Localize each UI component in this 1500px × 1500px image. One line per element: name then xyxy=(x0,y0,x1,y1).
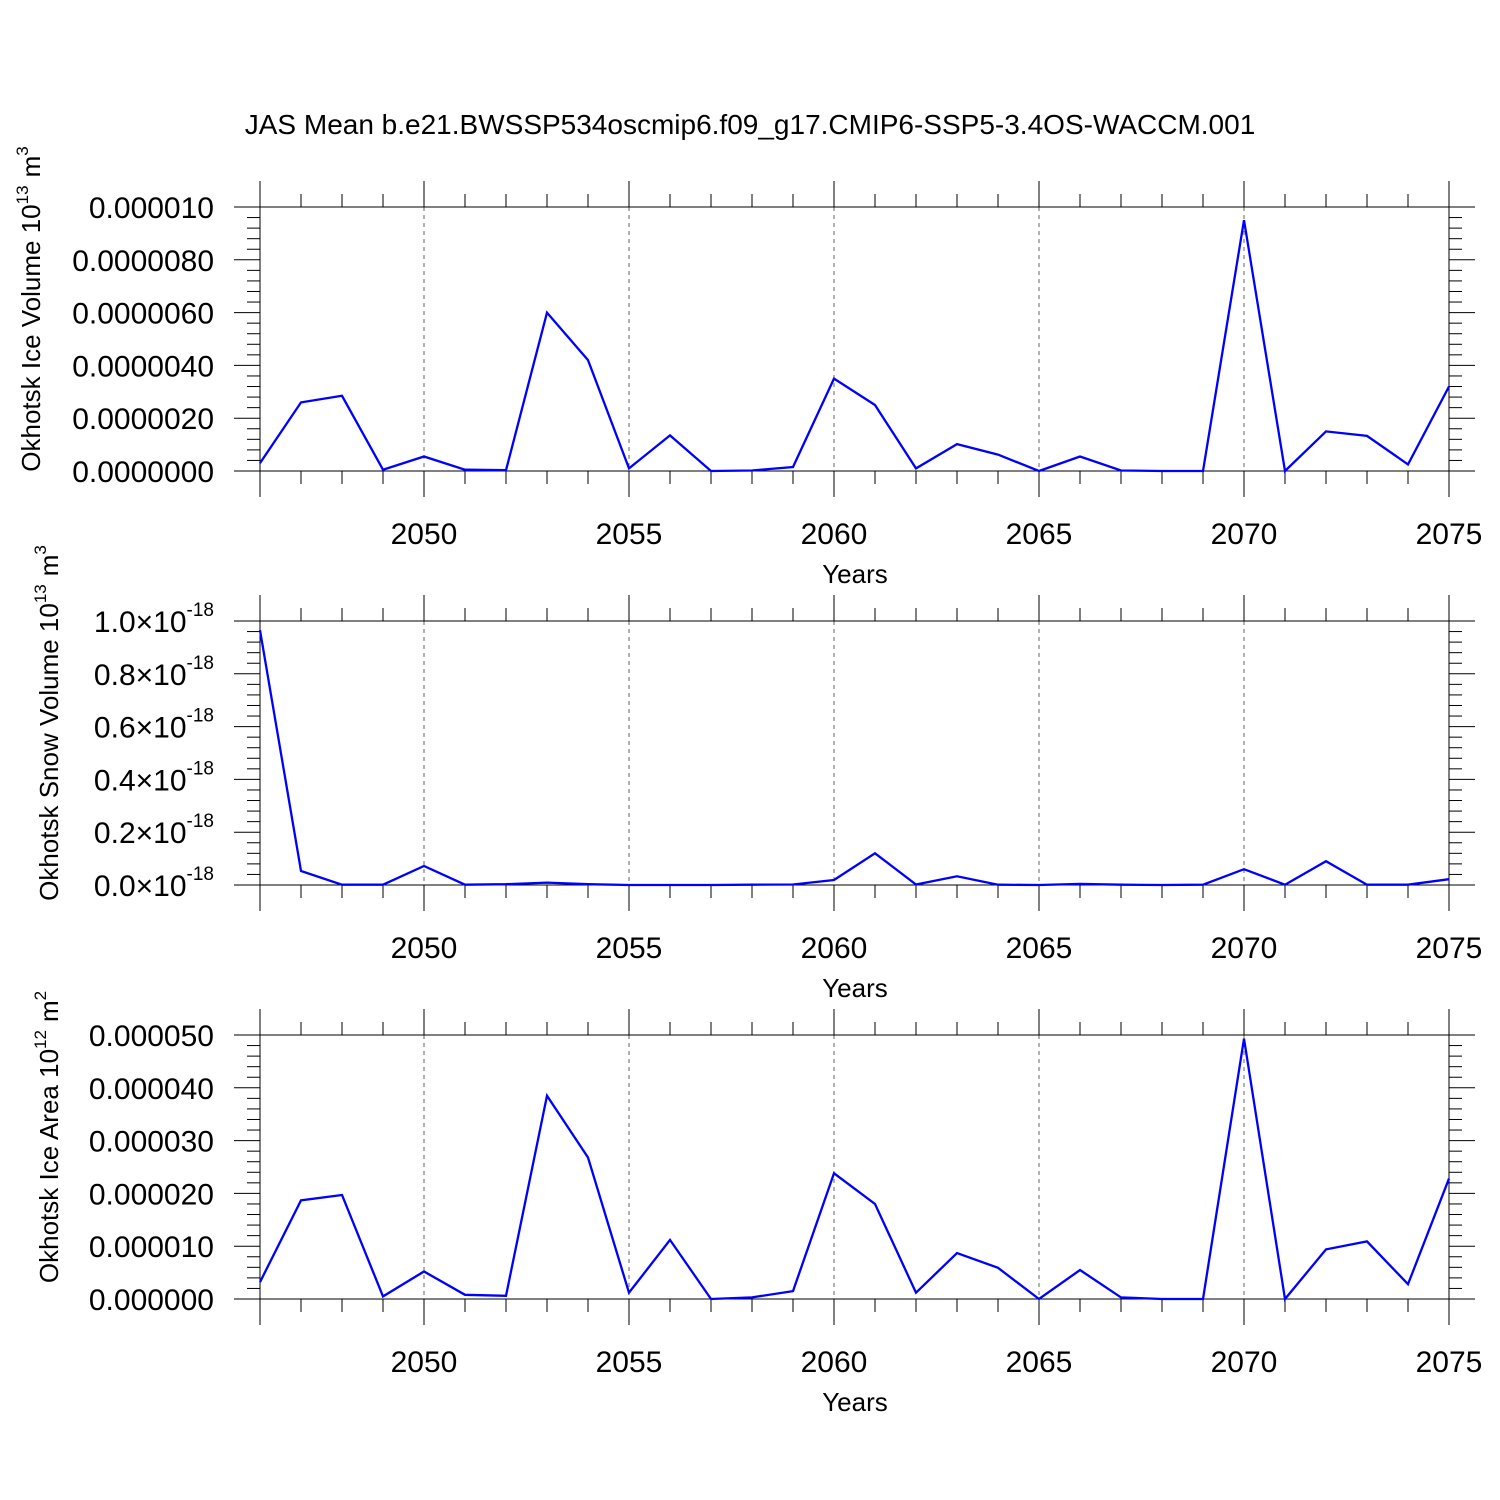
y-tick-label: 0.0×10-18 xyxy=(94,864,214,903)
y-axis-label-ylabel-unit: m xyxy=(34,555,64,577)
y-tick-exponent: -18 xyxy=(187,811,214,832)
y-axis-label-ylabel: Okhotsk Ice Volume 10 xyxy=(16,204,46,471)
x-axis-label: Years xyxy=(822,559,888,589)
y-axis-label-ylabel-sup: 13 xyxy=(31,584,50,603)
x-tick-label: 2060 xyxy=(801,518,868,551)
y-axis-label-ylabel: Okhotsk Snow Volume 10 xyxy=(34,603,64,901)
y-tick-label: 0.0000060 xyxy=(72,298,214,331)
y-tick-mantissa: 0.6 xyxy=(94,712,136,745)
y-tick-label: 0.000010 xyxy=(89,1231,214,1264)
y-tick-label: 0.000030 xyxy=(89,1126,214,1159)
y-tick-times: ×10 xyxy=(136,764,187,797)
y-tick-label: 0.8×10-18 xyxy=(94,653,214,692)
x-tick-label: 2055 xyxy=(596,518,663,551)
x-tick-label: 2050 xyxy=(391,518,458,551)
chart-panel-1: 2050 2055 2060 2065 2070 2075 Years 0.000010 0.0… xyxy=(13,146,1482,589)
y-axis-label: Okhotsk Ice Area 1012 m2 xyxy=(31,991,64,1283)
y-tick-label: 0.000040 xyxy=(89,1073,214,1106)
chart-panel-2: 2050 2055 2060 2065 2070 2075Years1.0×10-180.… xyxy=(31,545,1482,1003)
y-tick-times: ×10 xyxy=(136,817,187,850)
series-line-1 xyxy=(259,220,1451,474)
y-axis-label-ylabel: Okhotsk Ice Area 10 xyxy=(34,1049,64,1283)
y-axis-label-ylabel-sup: 12 xyxy=(31,1030,50,1049)
y-tick-label: 0.0000040 xyxy=(72,350,214,383)
y-tick-label: 0.0000080 xyxy=(72,245,214,278)
chart-title: JAS Mean b.e21.BWSSP534oscmip6.f09_g17.C… xyxy=(245,109,1256,140)
x-tick-label: 2055 xyxy=(596,932,663,965)
y-tick-exponent: -18 xyxy=(187,600,214,621)
x-tick-label: 2070 xyxy=(1211,518,1278,551)
y-axis-label-ylabel-unit: m xyxy=(16,156,46,178)
y-tick-exponent: -18 xyxy=(187,864,214,885)
x-axis-label: Years xyxy=(822,973,888,1003)
y-tick-label: 0.0000020 xyxy=(72,403,214,436)
y-tick-label: 0.000000 xyxy=(89,1284,214,1317)
y-axis-label-ylabel-unit-sup: 3 xyxy=(13,146,32,155)
x-tick-label: 2075 xyxy=(1416,518,1483,551)
y-tick-label: 0.000020 xyxy=(89,1178,214,1211)
x-axis-label: Years xyxy=(822,1387,888,1417)
x-tick-label: 2075 xyxy=(1416,1346,1483,1379)
y-tick-exponent: -18 xyxy=(187,758,214,779)
y-axis-label: Okhotsk Snow Volume 1013 m3 xyxy=(31,545,64,901)
series-line-2 xyxy=(258,630,1450,887)
y-tick-exponent: -18 xyxy=(187,706,214,727)
x-tick-label: 2070 xyxy=(1211,932,1278,965)
y-axis-label-ylabel-sup: 13 xyxy=(13,185,32,204)
y-axis-label-ylabel-unit-sup: 3 xyxy=(31,545,50,554)
y-tick-exponent: -18 xyxy=(187,653,214,674)
y-tick-mantissa: 0.0 xyxy=(94,870,136,903)
x-tick-label: 2070 xyxy=(1211,1346,1278,1379)
x-tick-label: 2060 xyxy=(801,1346,868,1379)
chart-panel-3: 2050 2055 2060 2065 2070 2075 Years 0.000050 0.0… xyxy=(31,991,1482,1417)
y-tick-label: 0.2×10-18 xyxy=(94,811,214,850)
y-tick-mantissa: 1.0 xyxy=(94,606,136,639)
x-tick-label: 2065 xyxy=(1006,932,1073,965)
y-tick-times: ×10 xyxy=(136,712,187,745)
y-axis-label: Okhotsk Ice Volume 1013 m3 xyxy=(13,146,46,471)
y-tick-times: ×10 xyxy=(136,606,187,639)
x-tick-label: 2050 xyxy=(391,1346,458,1379)
x-tick-label: 2065 xyxy=(1006,518,1073,551)
y-tick-label: 0.6×10-18 xyxy=(94,706,214,745)
x-tick-label: 2055 xyxy=(596,1346,663,1379)
x-tick-label: 2060 xyxy=(801,932,868,965)
y-tick-label: 0.4×10-18 xyxy=(94,758,214,797)
y-tick-mantissa: 0.8 xyxy=(94,659,136,692)
y-tick-label: 0.000050 xyxy=(89,1020,214,1053)
y-tick-label: 1.0×10-18 xyxy=(94,600,214,639)
y-tick-mantissa: 0.4 xyxy=(94,764,136,797)
y-axis-label-ylabel-unit-sup: 2 xyxy=(31,991,50,1000)
y-tick-mantissa: 0.2 xyxy=(94,817,136,850)
y-tick-label: 0.0000000 xyxy=(72,456,214,489)
y-tick-times: ×10 xyxy=(136,870,187,903)
x-tick-label: 2050 xyxy=(391,932,458,965)
y-axis-label-ylabel-unit: m xyxy=(34,1000,64,1022)
x-tick-label: 2065 xyxy=(1006,1346,1073,1379)
y-tick-label: 0.000010 xyxy=(89,192,214,225)
x-tick-label: 2075 xyxy=(1416,932,1483,965)
series-line-3 xyxy=(258,1038,1451,1302)
y-tick-times: ×10 xyxy=(136,659,187,692)
